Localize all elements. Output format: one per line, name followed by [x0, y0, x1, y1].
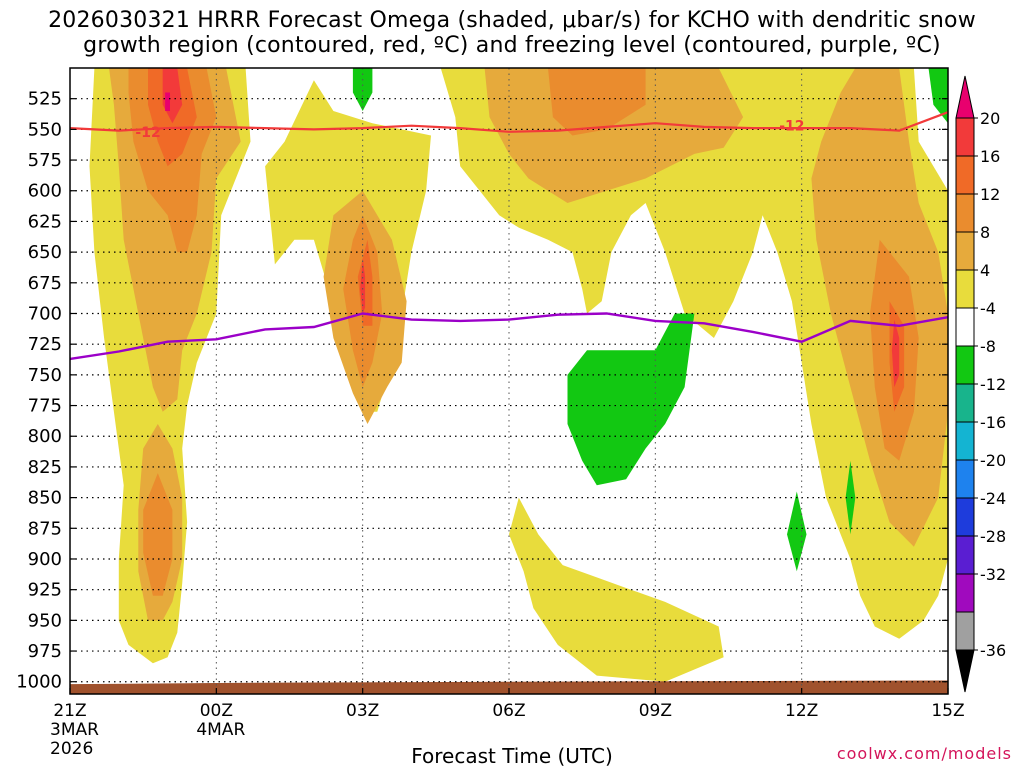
- colorbar-bin-0: [955, 75, 975, 119]
- colorbar-bin-12: [955, 535, 975, 575]
- colorbar-bin-7: [955, 345, 975, 385]
- omega-region-25: [845, 460, 856, 535]
- y-tick-label-925: 925: [28, 580, 62, 601]
- y-tick-label-600: 600: [28, 181, 62, 202]
- colorbar: 20 16 12 8 4 -4 -8 -12 -16 -20 -24 -28 -32 -36: [955, 75, 1006, 693]
- y-tick-label-625: 625: [28, 211, 62, 232]
- dgz-contour-label-0: -12: [135, 125, 160, 141]
- colorbar-bin-6: [955, 307, 975, 347]
- y-tick-label-900: 900: [28, 549, 62, 570]
- terrain-ground: [70, 680, 948, 694]
- colorbar-label-8: -16: [980, 413, 1006, 432]
- omega-region-10: [143, 473, 173, 596]
- colorbar-bin-1: [955, 117, 975, 157]
- omega-region-3: [509, 497, 724, 682]
- omega-region-20: [165, 92, 170, 111]
- omega-region-18: [360, 258, 366, 314]
- colorbar-label-4: 4: [980, 261, 990, 280]
- colorbar-label-13: -36: [980, 641, 1006, 660]
- x-tick-label-06Z: 06Z: [492, 701, 525, 721]
- dgz-contour-label-1: -12: [779, 119, 804, 135]
- x-tick-label-12Z: 12Z: [785, 701, 818, 721]
- colorbar-label-5: -4: [980, 299, 996, 318]
- y-tick-label-825: 825: [28, 457, 62, 478]
- y-tick-label-750: 750: [28, 365, 62, 386]
- x-tick-sublabel-2026: 2026: [50, 739, 93, 759]
- colorbar-bin-5: [955, 269, 975, 309]
- omega-region-19: [891, 319, 900, 388]
- colorbar-bin-15: [955, 649, 975, 693]
- dgz-contour-line: [69, 111, 949, 133]
- chart-title: 2026030321 HRRR Forecast Omega (shaded, …: [0, 8, 1024, 58]
- y-tick-label-800: 800: [28, 426, 62, 447]
- colorbar-bin-2: [955, 155, 975, 195]
- freezing-level-line: [69, 312, 949, 361]
- y-tick-label-550: 550: [28, 119, 62, 140]
- colorbar-label-0: 20: [980, 109, 1000, 128]
- x-tick-label-15Z: 15Z: [931, 701, 964, 721]
- y-tick-label-525: 525: [28, 89, 62, 110]
- contour-lines: -12 -12: [69, 111, 949, 361]
- y-axis: 525 550 575 600 625 650 675 700 725 750 775 800 825 8…: [16, 89, 948, 693]
- colorbar-label-10: -24: [980, 489, 1006, 508]
- colorbar-label-9: -20: [980, 451, 1006, 470]
- omega-shaded-regions: [70, 68, 948, 694]
- omega-region-23: [567, 313, 695, 486]
- x-axis-title: Forecast Time (UTC): [411, 744, 613, 768]
- y-tick-label-675: 675: [28, 273, 62, 294]
- colorbar-bin-3: [955, 193, 975, 233]
- omega-region-24: [787, 491, 807, 572]
- y-tick-label-975: 975: [28, 641, 62, 662]
- y-tick-label-575: 575: [28, 150, 62, 171]
- chart-title-line-1: 2026030321 HRRR Forecast Omega (shaded, …: [48, 8, 976, 33]
- colorbar-label-11: -28: [980, 527, 1006, 546]
- x-tick-label-09Z: 09Z: [639, 701, 672, 721]
- colorbar-label-1: 16: [980, 147, 1000, 166]
- colorbar-bin-9: [955, 421, 975, 461]
- colorbar-bin-11: [955, 497, 975, 537]
- colorbar-label-3: 8: [980, 223, 990, 242]
- colorbar-bin-10: [955, 459, 975, 499]
- omega-region-22: [928, 68, 948, 124]
- y-tick-label-1000: 1000: [16, 672, 62, 693]
- x-tick-sublabel-4MAR: 4MAR: [196, 720, 245, 740]
- y-tick-label-875: 875: [28, 518, 62, 539]
- x-tick-label-03Z: 03Z: [346, 701, 379, 721]
- colorbar-label-7: -12: [980, 375, 1006, 394]
- credit-text: coolwx.com/models: [836, 744, 1012, 763]
- x-tick-label-00Z: 00Z: [200, 701, 233, 721]
- omega-region-7: [484, 68, 744, 203]
- y-tick-label-775: 775: [28, 396, 62, 417]
- omega-region-12: [548, 68, 646, 136]
- y-tick-label-850: 850: [28, 488, 62, 509]
- y-tick-label-700: 700: [28, 303, 62, 324]
- y-tick-label-650: 650: [28, 242, 62, 263]
- colorbar-bin-8: [955, 383, 975, 423]
- colorbar-label-2: 12: [980, 185, 1000, 204]
- colorbar-label-6: -8: [980, 337, 996, 356]
- y-tick-label-950: 950: [28, 610, 62, 631]
- colorbar-bin-13: [955, 573, 975, 613]
- colorbar-bin-14: [955, 611, 975, 651]
- grid-lines: [70, 68, 948, 694]
- colorbar-bin-4: [955, 231, 975, 271]
- colorbar-label-12: -32: [980, 565, 1006, 584]
- y-tick-label-725: 725: [28, 334, 62, 355]
- omega-region-21: [352, 68, 373, 111]
- x-tick-label-21Z: 21Z: [53, 701, 86, 721]
- chart-title-line-2: growth region (contoured, red, ºC) and f…: [83, 33, 941, 58]
- x-tick-sublabel-3MAR: 3MAR: [50, 720, 99, 740]
